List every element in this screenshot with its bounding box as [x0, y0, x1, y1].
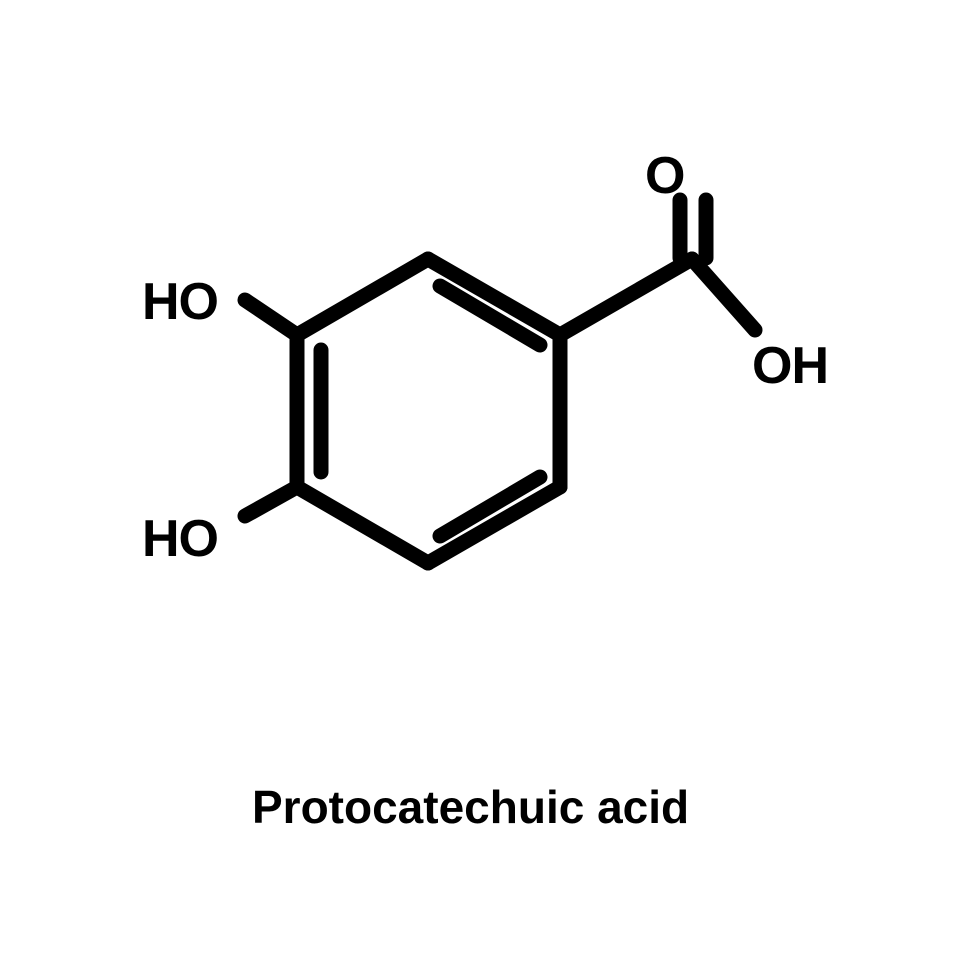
label-o-top: O — [645, 146, 684, 206]
label-oh-right: OH — [752, 336, 828, 396]
label-ho-bottom: HO — [142, 509, 218, 569]
label-ho-top: HO — [142, 272, 218, 332]
molecule-diagram: HO HO O OH Protocatechuic acid — [0, 0, 980, 980]
compound-name: Protocatechuic acid — [252, 780, 689, 834]
